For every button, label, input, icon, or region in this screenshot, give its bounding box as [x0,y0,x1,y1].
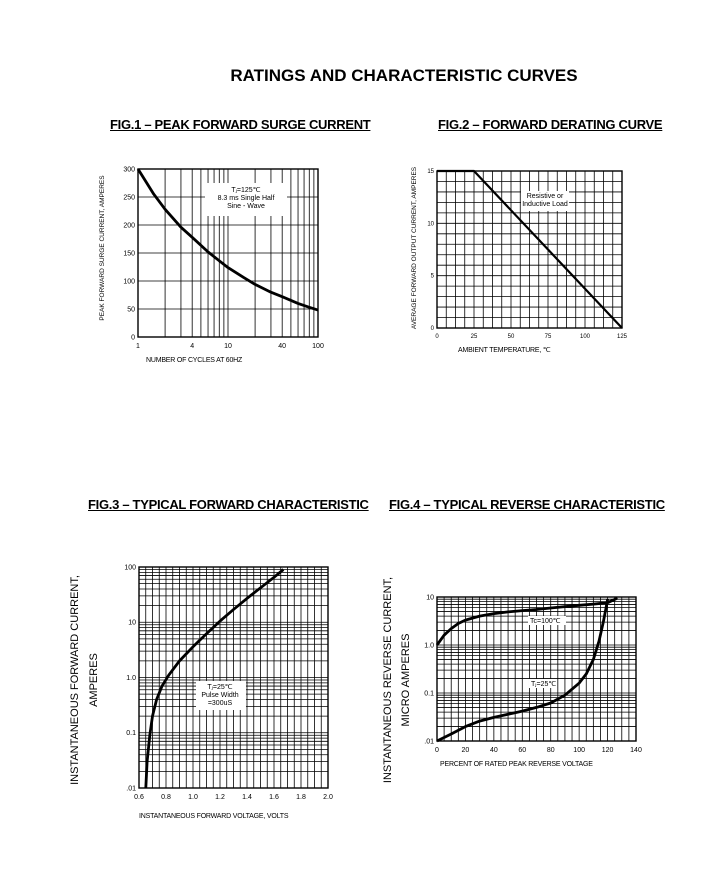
fig1-ytick-label: 250 [123,194,135,201]
fig4-xlabel: PERCENT OF RATED PEAK REVERSE VOLTAGE [440,761,593,768]
fig4-xtick-label: 40 [490,747,498,754]
fig2-ylabel: AVERAGE FORWARD OUTPUT CURRENT, AMPERES [411,166,418,329]
fig3-annotation-line: Pulse Width [201,692,238,699]
fig3-xtick-label: 1.6 [269,794,279,801]
fig3-annotation-line: =300uS [208,700,233,707]
fig4-series-label: Tc=100℃ [530,618,561,625]
fig2-xtick-label: 125 [617,334,628,340]
fig1-ytick-label: 200 [123,222,135,229]
fig4-xtick-label: 120 [602,747,614,754]
fig3-annotation-box [196,681,246,710]
fig4-title: FIG.4 – TYPICAL REVERSE CHARACTERISTIC [389,497,665,512]
fig3-xtick-label: 0.8 [161,794,171,801]
fig2-xtick-label: 25 [471,334,478,340]
fig1-xtick-label: 100 [312,343,324,350]
fig1-xlabel: NUMBER OF CYCLES AT 60HZ [146,357,243,364]
fig4-ytick-label: 10 [426,594,434,601]
fig4-xtick-label: 80 [547,747,555,754]
fig3-ytick-label: 0.1 [126,730,136,737]
fig4-series-line-1 [436,598,609,743]
fig1-chart: 1 4 10 40 100 0 50 100 150 200 250 300 NUMBER OF CYC… [99,166,324,364]
fig3-xtick-label: 1.0 [188,794,198,801]
fig4-xtick-label: 0 [435,747,439,754]
fig4-xtick-label: 140 [630,747,642,754]
fig3-xtick-label: 1.8 [296,794,306,801]
fig1-ytick-label: 0 [131,334,135,341]
fig2-plot-frame [436,170,623,329]
fig4-ytick-label: 0.1 [424,690,434,697]
fig2-annotation-line: Inductive Load [522,201,568,208]
fig3-xtick-label: 1.2 [215,794,225,801]
fig2-xtick-label: 75 [545,334,552,340]
fig1-annotation-line: Sine - Wave [227,203,265,210]
fig4-series-line-0 [435,596,619,646]
fig4-ytick-label: .01 [424,738,434,745]
fig1-ylabel: PEAK FORWARD SURGE CURRENT, AMPERES [99,175,106,321]
fig1-xtick-label: 40 [278,343,286,350]
fig4-ylabel: INSTANTANEOUS REVERSE CURRENT, [382,577,394,783]
fig3-ytick-label: 10 [128,620,136,627]
fig1-xtick-label: 1 [136,343,140,350]
fig4-series-label-bg [528,616,566,625]
page-title: RATINGS AND CHARACTERISTIC CURVES [230,66,578,85]
fig1-annotation-line: Tⱼ=125℃ [231,187,260,194]
fig4-series-label: Tⱼ=25℃ [531,681,556,688]
fig4-series-label-bg [529,679,555,688]
fig2-annotation-box [521,191,569,211]
fig4-plot-frame [436,596,637,742]
fig1-xtick-label: 10 [224,343,232,350]
fig2-xtick-label: 50 [508,334,515,340]
fig1-plot-frame [137,168,319,338]
fig3-ytick-label: 1.0 [126,675,136,682]
fig1-annotation-box [205,183,287,216]
fig1-title: FIG.1 – PEAK FORWARD SURGE CURRENT [110,117,371,132]
fig3-annotation-line: Tⱼ=25℃ [207,684,232,691]
fig2-xtick-label: 100 [580,334,591,340]
fig1-ytick-label: 150 [123,250,135,257]
fig2-ytick-label: 5 [431,274,435,280]
fig2-series-line-0 [437,169,623,329]
fig3-xtick-label: 1.4 [242,794,252,801]
fig1-ytick-label: 300 [123,166,135,173]
fig4-ytick-label: 1.0 [424,642,434,649]
fig1-series-line-0 [136,168,319,312]
fig2-chart: 0 25 50 75 100 125 0 5 10 15 AMBIENT TEMPERATURE, … [411,166,628,354]
fig4-xtick-label: 60 [518,747,526,754]
fig2-xlabel: AMBIENT TEMPERATURE, ℃ [458,347,551,354]
fig3-xtick-label: 2.0 [323,794,333,801]
fig3-plot-frame [138,566,329,789]
fig1-xtick-label: 4 [190,343,194,350]
fig3-title: FIG.3 – TYPICAL FORWARD CHARACTERISTIC [88,497,369,512]
fig3-ytick-label: 100 [124,564,136,571]
fig3-series-line-0 [144,568,285,789]
fig3-ylabel: INSTANTANEOUS FORWARD CURRENT, [69,575,81,785]
fig2-ytick-label: 0 [431,326,435,332]
fig3-ylabel: AMPERES [88,653,100,707]
fig1-ytick-label: 100 [123,278,135,285]
fig3-chart: 0.6 0.8 1.0 1.2 1.4 1.6 1.8 2.0 .01 0.1 1.0 10 100 IN… [69,564,333,820]
fig2-xtick-label: 0 [435,334,439,340]
fig2-ytick-label: 15 [427,169,434,175]
fig4-ylabel: MICRO AMPERES [400,634,412,727]
fig3-xlabel: INSTANTANEOUS FORWARD VOLTAGE, VOLTS [139,813,289,820]
fig1-ytick-label: 50 [127,306,135,313]
fig2-annotation-line: Resistive or [527,193,564,200]
fig4-xtick-label: 20 [462,747,470,754]
fig2-title: FIG.2 – FORWARD DERATING CURVE [438,117,663,132]
fig3-ytick-label: .01 [126,785,136,792]
fig3-xtick-label: 0.6 [134,794,144,801]
fig2-ytick-label: 10 [427,221,434,227]
fig4-xtick-label: 100 [573,747,585,754]
fig4-chart: 0 20 40 60 80 100 120 140 .01 0.1 1.0 10 PERCENT OF … [382,577,642,783]
fig1-annotation-line: 8.3 ms Single Half [218,195,275,202]
